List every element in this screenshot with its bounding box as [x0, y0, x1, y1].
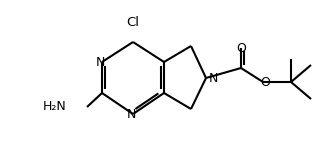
Text: N: N — [95, 56, 105, 69]
Text: N: N — [126, 108, 136, 121]
Text: O: O — [260, 76, 270, 89]
Text: Cl: Cl — [126, 17, 139, 29]
Text: O: O — [236, 41, 246, 54]
Text: H₂N: H₂N — [43, 100, 67, 114]
Text: N: N — [208, 71, 218, 85]
